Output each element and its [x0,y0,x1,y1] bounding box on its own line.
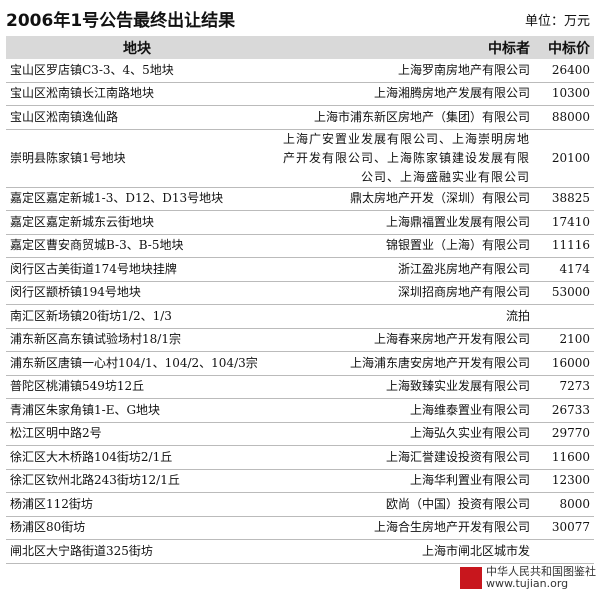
price-cell: 4174 [534,257,594,282]
plot-cell: 宝山区罗店镇C3-3、4、5地块 [6,59,268,83]
price-cell: 30077 [534,516,594,540]
result-table: 地块 中标者 中标价 宝山区罗店镇C3-3、4、5地块 上海罗南房地产有限公司 2640… [6,36,594,564]
table-row: 杨浦区80街坊 上海合生房地产开发有限公司 30077 [6,516,594,540]
price-cell: 26400 [534,59,594,83]
table-body: 宝山区罗店镇C3-3、4、5地块 上海罗南房地产有限公司 26400 宝山区淞南镇长江… [6,59,594,564]
winner-cell: 上海弘久实业有限公司 [268,422,534,446]
plot-cell: 普陀区桃浦镇549坊12丘 [6,375,268,399]
winner-cell: 鼎太房地产开发（深圳）有限公司 [268,187,534,211]
plot-cell: 嘉定区曹安商贸城B-3、B-5地块 [6,234,268,258]
column-header: 中标者 [268,36,534,59]
table-row: 青浦区朱家角镇1-E、G地块 上海维泰置业有限公司 26733 [6,398,594,423]
table-row: 杨浦区112街坊 欧尚（中国）投资有限公司 8000 [6,492,594,517]
table-row: 嘉定区曹安商贸城B-3、B-5地块 锦银置业（上海）有限公司 11116 [6,234,594,258]
price-cell: 12300 [534,469,594,493]
plot-cell: 闵行区颛桥镇194号地块 [6,281,268,305]
plot-cell: 松江区明中路2号 [6,422,268,446]
watermark: 中华人民共和国图鉴社 www.tujian.org [458,564,598,592]
table-row: 嘉定区嘉定新城东云街地块 上海鼎福置业发展有限公司 17410 [6,210,594,235]
winner-cell: 深圳招商房地产有限公司 [268,281,534,305]
table-row: 闵行区古美街道174号地块挂牌 浙江盈兆房地产有限公司 4174 [6,257,594,282]
plot-cell: 宝山区淞南镇长江南路地块 [6,82,268,106]
price-cell: 38825 [534,187,594,211]
table-row: 宝山区淞南镇长江南路地块 上海湘腾房地产发展有限公司 10300 [6,82,594,106]
plot-cell: 嘉定区嘉定新城东云街地块 [6,210,268,235]
table-row: 松江区明中路2号 上海弘久实业有限公司 29770 [6,422,594,446]
plot-cell: 嘉定区嘉定新城1-3、D12、D13号地块 [6,187,268,211]
plot-cell: 杨浦区112街坊 [6,492,268,517]
watermark-name: 中华人民共和国图鉴社 [486,565,596,578]
price-cell: 11600 [534,445,594,470]
winner-cell: 上海浦东唐安房地产开发有限公司 [268,351,534,376]
winner-cell: 上海维泰置业有限公司 [268,398,534,423]
table-row: 徐汇区大木桥路104街坊2/1丘 上海汇誉建设投资有限公司 11600 [6,445,594,470]
price-cell: 7273 [534,375,594,399]
unit: 单位：万元 [524,14,590,29]
price-cell: 88000 [534,105,594,130]
plot-cell: 浦东新区高东镇试验场村18/1宗 [6,328,268,352]
winner-cell: 欧尚（中国）投资有限公司 [268,492,534,517]
watermark-url: www.tujian.org [486,577,569,590]
winner-cell: 上海市浦东新区房地产（集团）有限公司 [268,105,534,130]
winner-cell: 锦银置业（上海）有限公司 [268,234,534,258]
table-row: 崇明县陈家镇1号地块 上海广安置业发展有限公司、上海崇明房地产开发有限公司、上海陈… [6,129,594,188]
price-cell: 2100 [534,328,594,352]
price-cell [534,539,594,564]
price-cell: 26733 [534,398,594,423]
watermark-logo [460,567,482,589]
winner-cell: 上海春来房地产开发有限公司 [268,328,534,352]
winner-cell: 上海致臻实业发展有限公司 [268,375,534,399]
plot-cell: 徐汇区钦州北路243街坊12/1丘 [6,469,268,493]
price-cell: 53000 [534,281,594,305]
table-row: 闸北区大宁路街道325街坊 上海市闸北区城市发 [6,539,594,564]
price-cell: 29770 [534,422,594,446]
winner-cell: 上海湘腾房地产发展有限公司 [268,82,534,106]
plot-cell: 闵行区古美街道174号地块挂牌 [6,257,268,282]
title: 2006年1号公告最终出让结果 [6,11,236,31]
watermark-text: 中华人民共和国图鉴社 www.tujian.org [486,566,596,590]
table-row: 闵行区颛桥镇194号地块 深圳招商房地产有限公司 53000 [6,281,594,305]
table-row: 宝山区罗店镇C3-3、4、5地块 上海罗南房地产有限公司 26400 [6,59,594,83]
plot-cell: 宝山区淞南镇逸仙路 [6,105,268,130]
table-row: 普陀区桃浦镇549坊12丘 上海致臻实业发展有限公司 7273 [6,375,594,399]
plot-cell: 崇明县陈家镇1号地块 [6,129,268,188]
winner-cell: 上海广安置业发展有限公司、上海崇明房地产开发有限公司、上海陈家镇建设发展有限公司… [268,129,534,188]
winner-cell: 上海华利置业有限公司 [268,469,534,493]
plot-cell: 南汇区新场镇20街坊1/2、1/3 [6,304,268,329]
column-header: 中标价 [534,36,594,59]
winner-cell: 流拍 [268,304,534,329]
header-row: 地块 中标者 中标价 [6,36,594,59]
winner-cell: 上海罗南房地产有限公司 [268,59,534,83]
winner-cell: 上海市闸北区城市发 [268,539,534,564]
winner-cell: 浙江盈兆房地产有限公司 [268,257,534,282]
winner-cell: 上海汇誉建设投资有限公司 [268,445,534,470]
plot-cell: 徐汇区大木桥路104街坊2/1丘 [6,445,268,470]
plot-cell: 杨浦区80街坊 [6,516,268,540]
winner-cell: 上海鼎福置业发展有限公司 [268,210,534,235]
plot-cell: 浦东新区唐镇一心村104/1、104/2、104/3宗 [6,351,268,376]
price-cell: 11116 [534,234,594,258]
table-row: 浦东新区高东镇试验场村18/1宗 上海春来房地产开发有限公司 2100 [6,328,594,352]
winner-cell: 上海合生房地产开发有限公司 [268,516,534,540]
table-row: 嘉定区嘉定新城1-3、D12、D13号地块 鼎太房地产开发（深圳）有限公司 3882… [6,187,594,211]
price-cell: 10300 [534,82,594,106]
price-cell: 20100 [534,129,594,188]
price-cell: 17410 [534,210,594,235]
price-cell: 8000 [534,492,594,517]
table-row: 徐汇区钦州北路243街坊12/1丘 上海华利置业有限公司 12300 [6,469,594,493]
plot-cell: 青浦区朱家角镇1-E、G地块 [6,398,268,423]
column-header: 地块 [6,36,268,59]
price-cell: 16000 [534,351,594,376]
table-row: 南汇区新场镇20街坊1/2、1/3 流拍 [6,304,594,329]
price-cell [534,304,594,329]
plot-cell: 闸北区大宁路街道325街坊 [6,539,268,564]
table-row: 浦东新区唐镇一心村104/1、104/2、104/3宗 上海浦东唐安房地产开发有限… [6,351,594,376]
table-row: 宝山区淞南镇逸仙路 上海市浦东新区房地产（集团）有限公司 88000 [6,105,594,130]
